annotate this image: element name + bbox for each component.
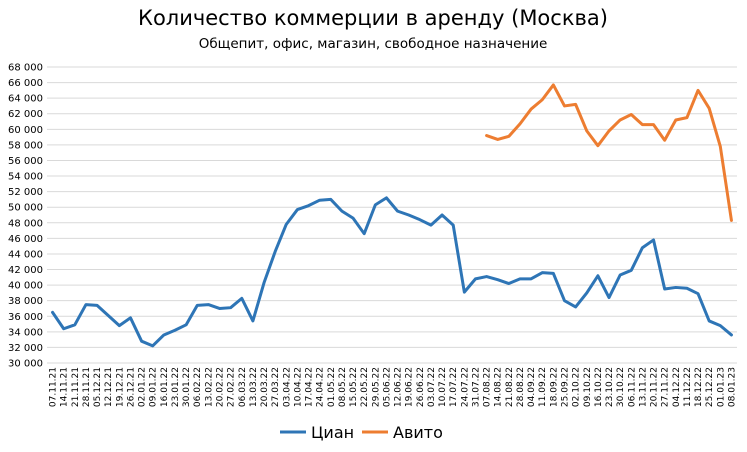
- x-tick-label: 06.02.22: [193, 367, 203, 407]
- x-tick-label: 18.09.22: [549, 367, 559, 407]
- x-tick-label: 08.01.23: [727, 367, 737, 407]
- y-tick-label: 50 000: [8, 203, 43, 214]
- x-tick-label: 17.07.22: [449, 367, 459, 407]
- x-tick-label: 10.04.22: [293, 367, 303, 407]
- x-tick-label: 21.08.22: [505, 367, 515, 407]
- y-tick-label: 54 000: [8, 172, 43, 183]
- chart-subtitle: Общепит, офис, магазин, свободное назнач…: [199, 36, 548, 52]
- x-tick-label: 23.10.22: [605, 367, 615, 407]
- y-tick-label: 48 000: [8, 218, 43, 229]
- x-tick-label: 24.04.22: [316, 367, 326, 407]
- x-tick-label: 14.08.22: [494, 367, 504, 407]
- x-tick-label: 11.12.22: [683, 367, 693, 407]
- x-tick-label: 28.08.22: [516, 367, 526, 407]
- x-tick-label: 26.12.21: [126, 367, 136, 407]
- x-tick-label: 27.11.22: [661, 367, 671, 407]
- x-tick-label: 14.11.21: [60, 367, 70, 407]
- chart-title: Количество коммерции в аренду (Москва): [138, 6, 608, 30]
- x-tick-label: 04.09.22: [527, 367, 537, 407]
- x-tick-label: 07.08.22: [483, 367, 493, 407]
- x-tick-label: 06.11.22: [627, 367, 637, 407]
- y-tick-label: 42 000: [8, 265, 43, 276]
- x-tick-label: 12.12.21: [104, 367, 114, 407]
- gridlines: [47, 66, 737, 364]
- x-tick-label: 17.04.22: [305, 367, 315, 407]
- x-tick-label: 20.11.22: [650, 367, 660, 407]
- y-tick-label: 46 000: [8, 234, 43, 245]
- x-tick-label: 27.02.22: [227, 367, 237, 407]
- series-line-0: [51, 196, 733, 348]
- x-tick-label: 16.10.22: [594, 367, 604, 407]
- y-axis-ticks: 30 000 32 000 34 000 36 000 38 000 40 000 42 0…: [8, 63, 43, 370]
- x-tick-label: 02.01.22: [138, 367, 148, 407]
- y-tick-label: 56 000: [8, 156, 43, 167]
- y-tick-label: 36 000: [8, 312, 43, 323]
- x-tick-label: 27.03.22: [271, 367, 281, 407]
- x-tick-label: 20.02.22: [216, 367, 226, 407]
- y-tick-label: 38 000: [8, 296, 43, 307]
- x-tick-label: 25.09.22: [561, 367, 571, 407]
- legend-label: Циан: [311, 423, 354, 442]
- x-tick-label: 01.01.23: [716, 367, 726, 407]
- y-tick-label: 66 000: [8, 78, 43, 89]
- legend: Циан Авито: [280, 423, 443, 442]
- x-tick-label: 22.05.22: [360, 367, 370, 407]
- x-tick-label: 24.07.22: [460, 367, 470, 407]
- x-tick-label: 19.12.21: [115, 367, 125, 407]
- x-tick-label: 08.05.22: [338, 367, 348, 407]
- x-tick-label: 05.12.21: [93, 367, 103, 407]
- x-tick-label: 20.03.22: [260, 367, 270, 407]
- x-tick-label: 28.11.21: [82, 367, 92, 407]
- x-tick-label: 30.10.22: [616, 367, 626, 407]
- x-tick-label: 21.11.21: [71, 367, 81, 407]
- x-tick-label: 02.10.22: [572, 367, 582, 407]
- x-tick-label: 31.07.22: [471, 367, 481, 407]
- x-tick-label: 30.01.22: [182, 367, 192, 407]
- y-tick-label: 34 000: [8, 327, 43, 338]
- legend-label: Авито: [393, 423, 443, 442]
- y-tick-label: 40 000: [8, 281, 43, 292]
- y-tick-label: 60 000: [8, 125, 43, 136]
- x-tick-label: 15.05.22: [349, 367, 359, 407]
- x-tick-label: 26.06.22: [416, 367, 426, 407]
- x-tick-label: 25.12.22: [705, 367, 715, 407]
- x-tick-label: 11.09.22: [538, 367, 548, 407]
- x-tick-label: 03.04.22: [282, 367, 292, 407]
- x-tick-label: 09.01.22: [149, 367, 159, 407]
- x-tick-label: 04.12.22: [672, 367, 682, 407]
- x-axis-ticks: 07.11.21 14.11.21 21.11.21 28.11.21 05.12.21…: [49, 367, 738, 407]
- x-tick-label: 19.06.22: [405, 367, 415, 407]
- x-tick-label: 16.01.22: [160, 367, 170, 407]
- x-tick-label: 23.01.22: [171, 367, 181, 407]
- x-tick-label: 13.03.22: [249, 367, 259, 407]
- series-line-1: [485, 83, 733, 222]
- y-tick-label: 68 000: [8, 63, 43, 74]
- x-tick-label: 07.11.21: [49, 367, 59, 407]
- y-tick-label: 30 000: [8, 359, 43, 370]
- y-tick-label: 62 000: [8, 109, 43, 120]
- x-tick-label: 29.05.22: [371, 367, 381, 407]
- y-tick-label: 32 000: [8, 343, 43, 354]
- y-tick-label: 64 000: [8, 94, 43, 105]
- x-tick-label: 03.07.22: [427, 367, 437, 407]
- x-tick-label: 10.07.22: [438, 367, 448, 407]
- x-tick-label: 12.06.22: [394, 367, 404, 407]
- series-lines: [51, 83, 733, 348]
- x-tick-label: 13.02.22: [204, 367, 214, 407]
- x-tick-label: 05.06.22: [382, 367, 392, 407]
- x-tick-label: 01.05.22: [327, 367, 337, 407]
- x-tick-label: 13.11.22: [638, 367, 648, 407]
- x-tick-label: 18.12.22: [694, 367, 704, 407]
- y-tick-label: 52 000: [8, 187, 43, 198]
- x-tick-label: 09.10.22: [583, 367, 593, 407]
- x-tick-label: 06.03.22: [238, 367, 248, 407]
- y-tick-label: 44 000: [8, 249, 43, 260]
- y-tick-label: 58 000: [8, 140, 43, 151]
